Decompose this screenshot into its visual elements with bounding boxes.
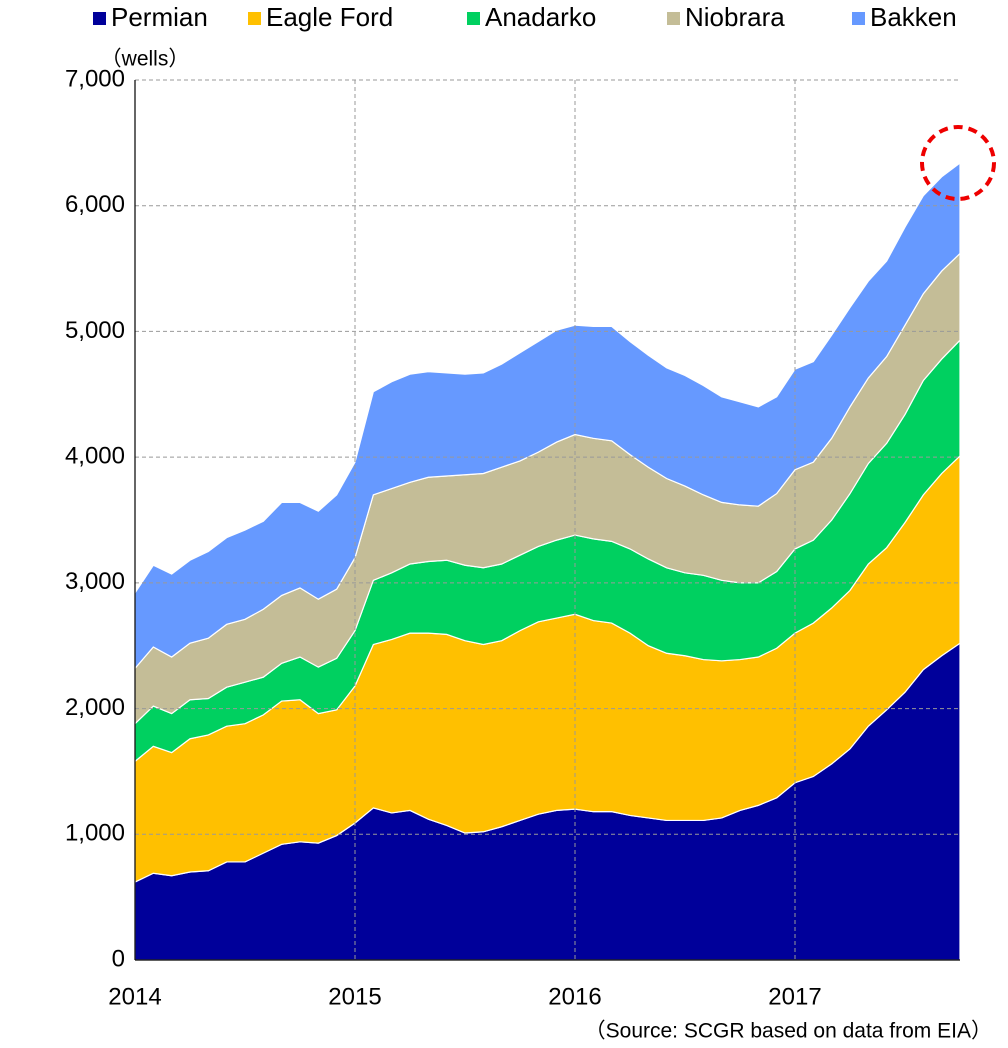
- legend-swatch: [467, 12, 480, 25]
- y-tick-label: 3,000: [65, 568, 125, 595]
- legend-label: Anadarko: [485, 2, 596, 32]
- y-tick-label: 7,000: [65, 65, 125, 92]
- legend-swatch: [248, 12, 261, 25]
- x-tick-label: 2017: [768, 983, 821, 1010]
- y-axis-label: （wells）: [101, 48, 190, 71]
- highlight-circle: [920, 125, 996, 201]
- x-tick-label: 2014: [108, 983, 161, 1010]
- source-note: （Source: SCGR based on data from EIA）: [585, 1020, 992, 1043]
- x-tick-label: 2016: [548, 983, 601, 1010]
- legend-swatch: [852, 12, 865, 25]
- x-tick-label: 2015: [328, 983, 381, 1010]
- y-tick-label: 2,000: [65, 694, 125, 721]
- y-tick-label: 0: [112, 945, 125, 972]
- y-tick-label: 4,000: [65, 442, 125, 469]
- legend-label: Permian: [111, 2, 208, 32]
- area: [134, 161, 961, 670]
- legend-swatch: [93, 12, 106, 25]
- y-tick-label: 1,000: [65, 820, 125, 847]
- legend-label: Niobrara: [685, 2, 785, 32]
- legend-label: Eagle Ford: [266, 2, 393, 32]
- legend-label: Bakken: [870, 2, 957, 32]
- legend-swatch: [667, 12, 680, 25]
- y-tick-label: 5,000: [65, 317, 125, 344]
- y-tick-label: 6,000: [65, 191, 125, 218]
